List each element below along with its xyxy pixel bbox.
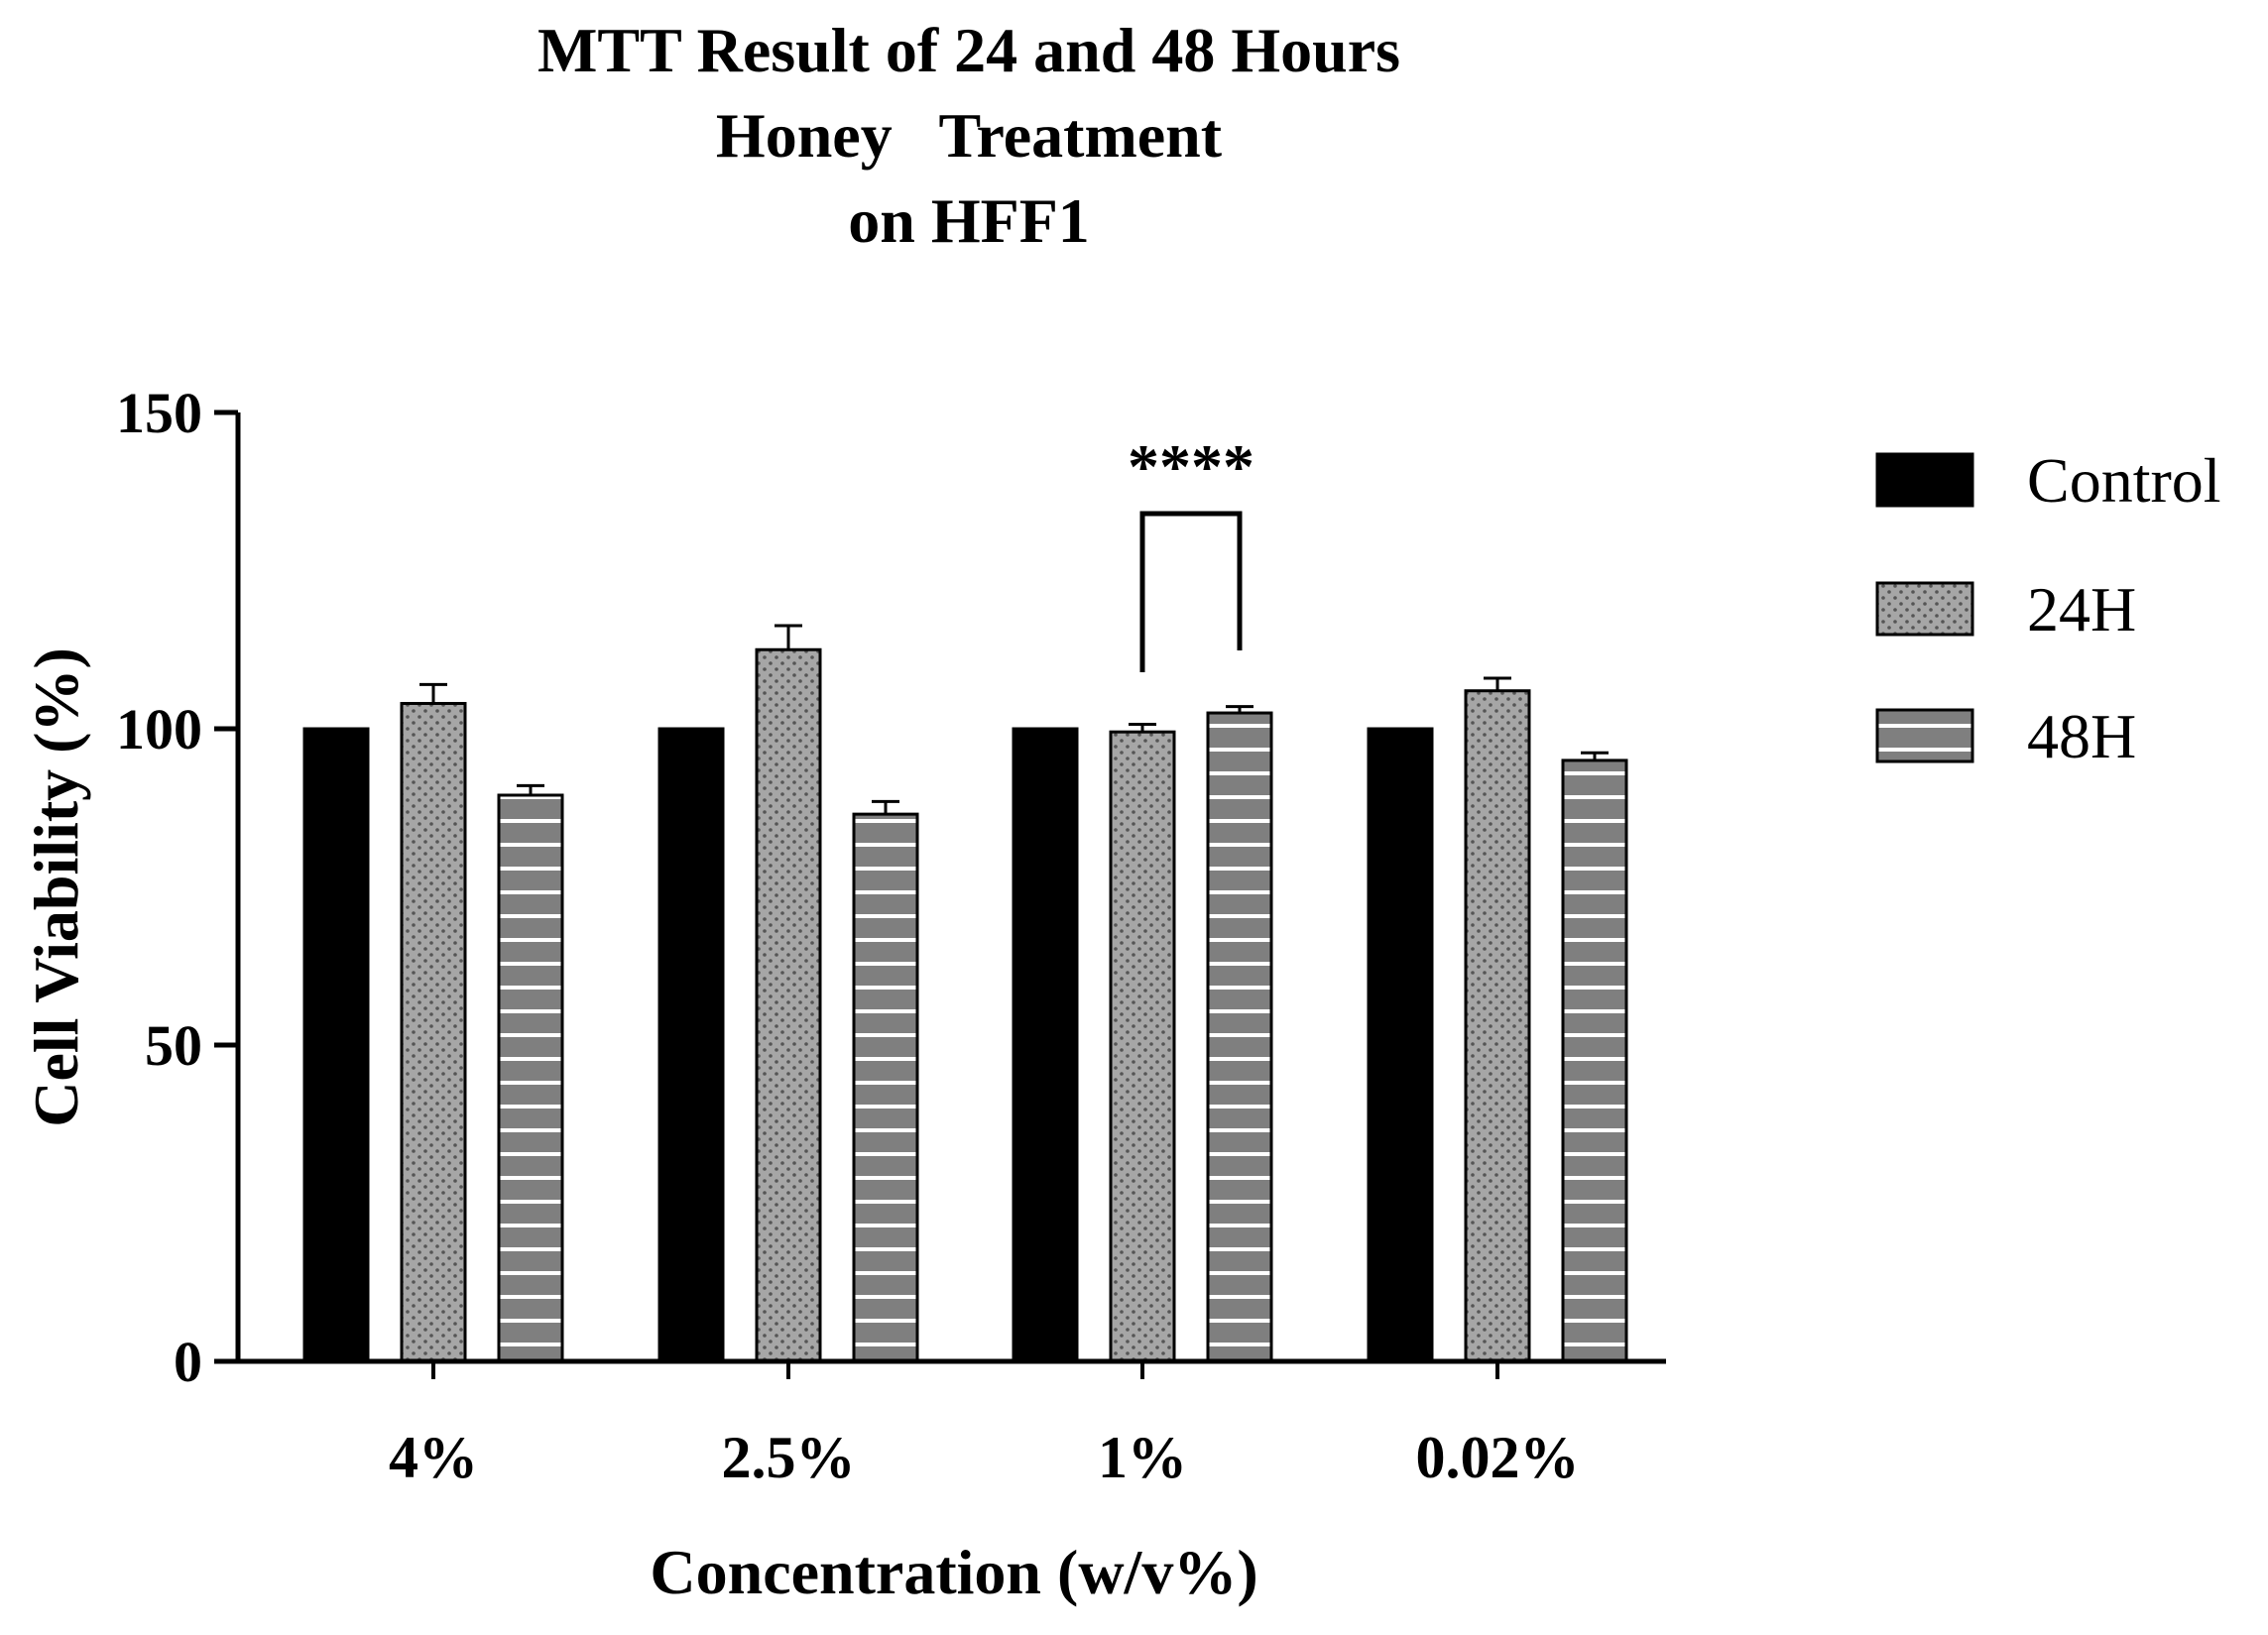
error-bars <box>419 624 1609 815</box>
x-tick-labels: 4% 2.5% 1% 0.02% <box>389 1425 1580 1490</box>
bar-48h-1 <box>497 793 564 1363</box>
x-tick-label: 2.5% <box>722 1425 856 1490</box>
chart-title-line-3: on HFF1 <box>848 185 1090 256</box>
chart-title-line-1: MTT Result of 24 and 48 Hours <box>537 15 1400 85</box>
bar-control-2 <box>657 727 725 1363</box>
significance-bracket <box>1139 511 1243 672</box>
legend-swatch-24h <box>1875 581 1974 637</box>
chart-title: MTT Result of 24 and 48 Hours Honey Trea… <box>537 15 1400 256</box>
legend-label-control: Control <box>2027 445 2221 516</box>
y-axis-title: Cell Viability (%) <box>21 647 91 1127</box>
y-tick-label: 0 <box>174 1330 202 1394</box>
bars <box>302 647 1628 1363</box>
significance-label: **** <box>1128 431 1254 502</box>
bar-24h-4 <box>1464 689 1531 1363</box>
chart-title-line-2: Honey Treatment <box>716 100 1223 171</box>
bar-48h-3 <box>1206 711 1273 1363</box>
y-tick-label: 50 <box>145 1013 202 1078</box>
bar-24h-1 <box>400 701 467 1363</box>
legend-swatch-control <box>1875 452 1974 508</box>
y-ticks: 0 50 100 150 <box>116 381 238 1394</box>
bar-24h-2 <box>755 647 822 1363</box>
bar-control-1 <box>302 727 370 1363</box>
bar-control-4 <box>1367 727 1434 1363</box>
x-axis-title: Concentration (w/v%) <box>650 1537 1257 1607</box>
legend-swatch-48h <box>1875 708 1974 763</box>
y-tick-label: 150 <box>116 381 202 445</box>
x-tick-label: 4% <box>389 1425 478 1490</box>
legend-label-48h: 48H <box>2027 701 2136 771</box>
legend: Control 24H 48H <box>1875 445 2221 771</box>
legend-label-24h: 24H <box>2027 574 2136 644</box>
bar-48h-4 <box>1561 759 1628 1363</box>
y-tick-label: 100 <box>116 697 202 761</box>
significance-annotation: **** <box>1128 431 1254 672</box>
axes <box>235 412 1666 1379</box>
x-tick-label: 0.02% <box>1416 1425 1580 1490</box>
bar-24h-3 <box>1109 730 1176 1363</box>
x-tick-label: 1% <box>1098 1425 1187 1490</box>
bar-control-3 <box>1012 727 1079 1363</box>
bar-48h-2 <box>852 812 919 1363</box>
